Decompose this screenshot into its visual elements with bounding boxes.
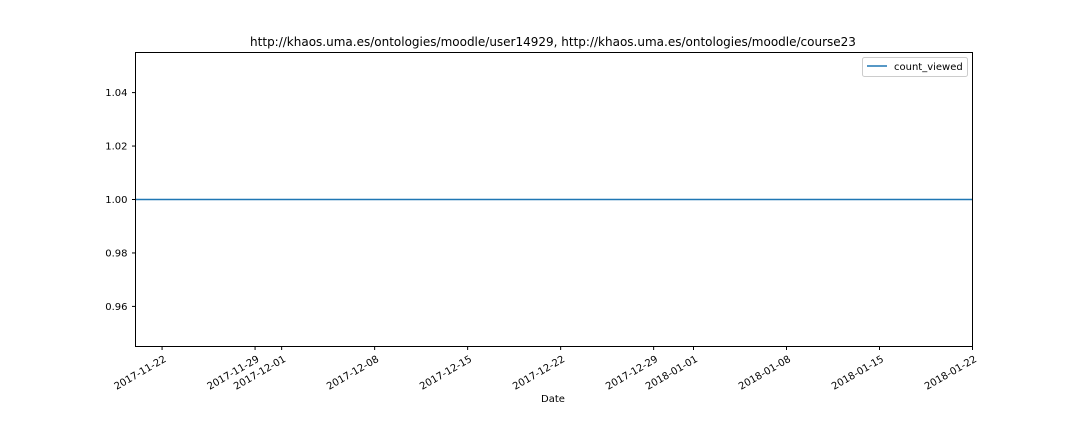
x-tick-label: 2018-01-08 bbox=[737, 354, 793, 393]
plot-frame bbox=[135, 52, 973, 347]
legend-label: count_viewed bbox=[894, 62, 963, 73]
y-tick-label: 1.04 bbox=[105, 88, 127, 99]
y-axis: 0.96 0.98 1.00 1.02 1.04 bbox=[105, 88, 136, 313]
x-tick-label: 2017-12-22 bbox=[511, 354, 567, 393]
chart-title: http://khaos.uma.es/ontologies/moodle/us… bbox=[250, 35, 856, 49]
y-tick-label: 0.96 bbox=[105, 302, 127, 313]
legend: count_viewed bbox=[862, 57, 968, 77]
y-tick-label: 1.00 bbox=[105, 195, 127, 206]
x-tick-label: 2017-11-22 bbox=[113, 354, 169, 393]
legend-box bbox=[862, 57, 968, 77]
y-tick-label: 0.98 bbox=[105, 248, 127, 259]
x-tick-label: 2017-12-15 bbox=[418, 354, 474, 393]
y-tick-label: 1.02 bbox=[105, 142, 127, 153]
x-tick-label: 2018-01-22 bbox=[923, 354, 979, 393]
x-tick-label: 2017-12-08 bbox=[325, 354, 381, 393]
x-axis-label: Date bbox=[541, 394, 565, 405]
x-tick-label: 2018-01-15 bbox=[830, 354, 886, 393]
